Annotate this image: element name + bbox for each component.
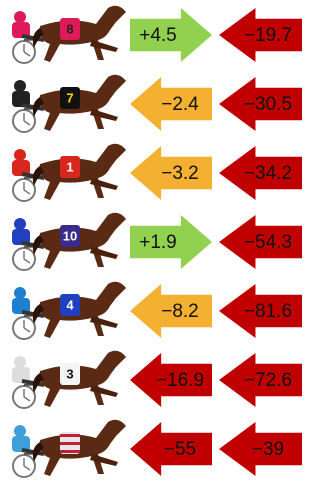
horse-icon [12, 420, 126, 477]
horse-body [40, 75, 126, 131]
total-value: −54.3 [244, 232, 292, 253]
horse-body [40, 351, 126, 407]
horse-body [40, 144, 126, 200]
horse-body [40, 420, 126, 476]
horse-body [40, 282, 126, 338]
change-value: −2.4 [161, 94, 199, 115]
total-value: −30.5 [244, 94, 292, 115]
total-value: −72.6 [244, 370, 292, 391]
horse-icon: 7 [12, 75, 126, 132]
horse-number: 10 [63, 228, 77, 243]
driver-head [14, 149, 26, 161]
horse-icon: 3 [12, 351, 126, 408]
driver-head [14, 287, 26, 299]
horse-leg [90, 385, 118, 397]
cloth-stripe [60, 450, 80, 453]
horse-leg [90, 454, 118, 466]
total-value: −81.6 [244, 301, 292, 322]
change-value: −16.9 [156, 370, 204, 391]
horse-leg [90, 40, 118, 52]
total-value: −19.7 [244, 25, 292, 46]
total-value: −39 [252, 439, 284, 460]
horse-icon: 10 [12, 213, 126, 270]
driver-head [14, 80, 26, 92]
driver-head [14, 425, 26, 437]
horse-number: 4 [66, 297, 74, 312]
change-value: +1.9 [139, 232, 177, 253]
horse-number: 8 [66, 21, 73, 36]
horse-icon: 4 [12, 282, 126, 339]
horse-leg [90, 316, 118, 328]
horse-icon: 8 [12, 6, 126, 63]
total-value: −34.2 [244, 163, 292, 184]
cloth-stripe [60, 442, 80, 445]
horse-leg [90, 178, 118, 190]
horse-leg [90, 247, 118, 259]
change-value: −3.2 [161, 163, 199, 184]
horse-body [40, 6, 126, 62]
horse-leg [90, 109, 118, 121]
horse-icon: 1 [12, 144, 126, 201]
horse-body [40, 213, 126, 269]
horse-number: 3 [66, 366, 73, 381]
change-value: −8.2 [161, 301, 199, 322]
cloth-stripe [60, 434, 80, 437]
driver-head [14, 11, 26, 23]
driver-head [14, 356, 26, 368]
horse-number: 1 [66, 159, 73, 174]
change-value: −55 [164, 439, 196, 460]
change-value: +4.5 [139, 25, 177, 46]
horse-number: 7 [66, 90, 73, 105]
screen: 8 +4.5 −19.7 7 −2.4 −30.5 1 −3.2 −34.2 10 +1.9 −54.… [0, 0, 302, 483]
driver-head [14, 218, 26, 230]
